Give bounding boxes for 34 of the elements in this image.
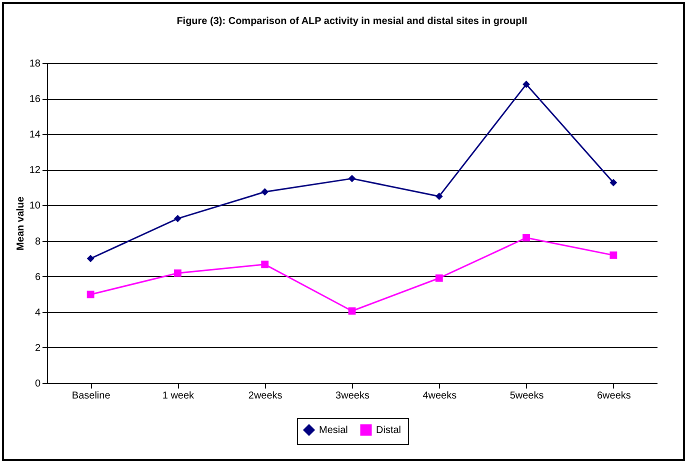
y-tick-label: 10 [29, 200, 41, 212]
y-tick-label: 12 [29, 165, 41, 176]
point [86, 254, 94, 262]
point [174, 214, 182, 222]
point [435, 274, 443, 282]
x-tick-label: 4weeks [422, 390, 457, 402]
x-tick-label: 6weeks [596, 390, 631, 402]
point [522, 234, 530, 242]
point [610, 251, 618, 259]
point [261, 188, 269, 196]
point [261, 260, 269, 268]
chart-title: Figure (3): Comparison of ALP activity in mesial and distal sites in groupII [176, 16, 528, 27]
y-tick-label: 6 [34, 272, 41, 283]
y-axis-title: Mean value [15, 196, 26, 250]
y-tick-label: 2 [34, 342, 41, 354]
x-tick-label: 2weeks [248, 390, 282, 402]
x-tick-label: 1 week [162, 390, 196, 402]
point [174, 269, 182, 277]
x-tick-label: 5weeks [510, 390, 544, 402]
y-tick-label: 4 [34, 307, 41, 318]
y-tick-label: 8 [34, 236, 41, 248]
x-tick-label: Baseline [72, 390, 111, 402]
y-tick-label: 18 [29, 58, 41, 70]
point [348, 174, 356, 182]
legend-label: Distal [376, 425, 402, 436]
y-tick-label: 14 [29, 130, 41, 141]
x-tick-label: 3weeks [336, 390, 370, 402]
y-tick-label: 0 [34, 378, 41, 390]
point [610, 178, 618, 186]
point [86, 290, 94, 298]
point [435, 192, 443, 200]
point [522, 80, 530, 88]
legend-label: Mesial [319, 425, 348, 436]
y-tick-label: 16 [29, 94, 41, 106]
